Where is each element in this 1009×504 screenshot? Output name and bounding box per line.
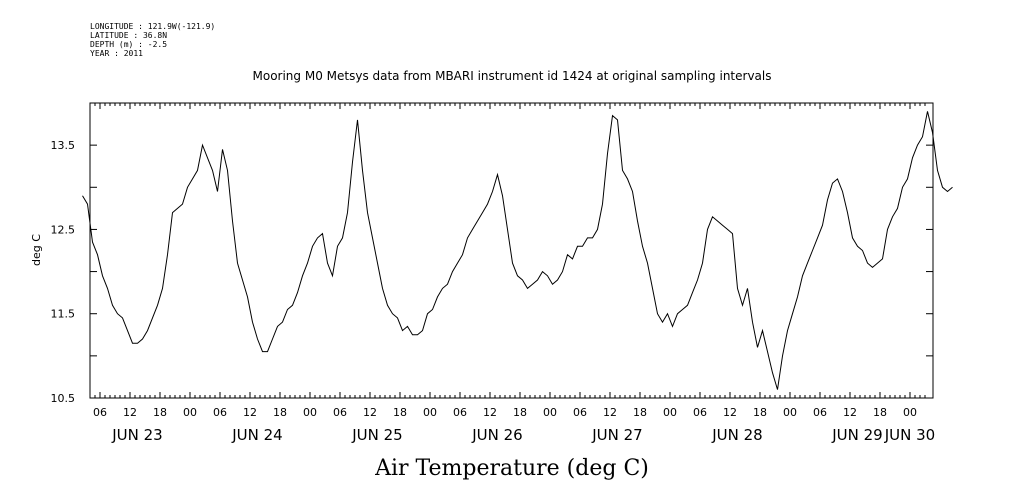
y-tick-label: 12.5 [51,223,76,236]
x-day-label: JUN 26 [471,426,522,444]
x-hour-tick-label: 06 [213,406,227,419]
x-day-label: JUN 24 [231,426,282,444]
x-hour-tick-label: 06 [693,406,707,419]
x-hour-tick-label: 06 [93,406,107,419]
x-hour-tick-label: 18 [153,406,167,419]
x-hour-tick-label: 12 [843,406,857,419]
x-hour-tick-label: 12 [483,406,497,419]
x-day-label: JUN 29 [831,426,882,444]
x-day-label: JUN 28 [711,426,762,444]
x-hour-tick-label: 18 [873,406,887,419]
x-hour-tick-label: 00 [903,406,917,419]
x-hour-tick-label: 12 [123,406,137,419]
x-day-label: JUN 25 [351,426,402,444]
latitude-label: LATITUDE : 36.8N [90,31,168,40]
x-hour-tick-label: 06 [813,406,827,419]
x-hour-tick-label: 18 [513,406,527,419]
x-axis-label: Air Temperature (deg C) [374,456,649,481]
x-hour-tick-label: 06 [573,406,587,419]
x-hour-tick-label: 00 [543,406,557,419]
x-hour-tick-label: 18 [273,406,287,419]
plot-frame [89,102,934,399]
x-hour-tick-label: 18 [393,406,407,419]
x-hour-tick-label: 06 [333,406,347,419]
x-hour-tick-label: 18 [633,406,647,419]
y-axis-label: deg C [30,234,43,266]
station-metadata: LONGITUDE : 121.9W(-121.9) LATITUDE : 36… [90,22,215,58]
x-hour-tick-label: 18 [753,406,767,419]
x-day-label: JUN 23 [111,426,162,444]
chart-title: Mooring M0 Metsys data from MBARI instru… [253,69,772,83]
x-hour-tick-label: 00 [183,406,197,419]
x-hour-tick-label: 12 [723,406,737,419]
x-hour-tick-label: 00 [663,406,677,419]
x-hour-tick-label: 12 [363,406,377,419]
year-label: YEAR : 2011 [90,49,143,58]
depth-label: DEPTH (m) : -2.5 [90,40,168,49]
x-day-label: JUN 30 [884,426,935,444]
y-tick-label: 11.5 [51,308,76,321]
x-hour-tick-label: 00 [783,406,797,419]
x-hour-tick-label: 12 [243,406,257,419]
y-tick-label: 10.5 [51,392,76,405]
y-tick-label: 13.5 [51,139,76,152]
series-line [82,111,953,390]
axis-tick-labels: 06 12 18 00 06 12 18 00 06 12 18 00 06 12 18 00 06 12 18 00… [51,139,936,444]
longitude-label: LONGITUDE : 121.9W(-121.9) [90,22,216,31]
x-hour-tick-label: 12 [603,406,617,419]
x-hour-tick-label: 00 [423,406,437,419]
axis-ticks [89,102,933,399]
x-day-label: JUN 27 [591,426,642,444]
x-hour-tick-label: 06 [453,406,467,419]
x-hour-tick-label: 00 [303,406,317,419]
